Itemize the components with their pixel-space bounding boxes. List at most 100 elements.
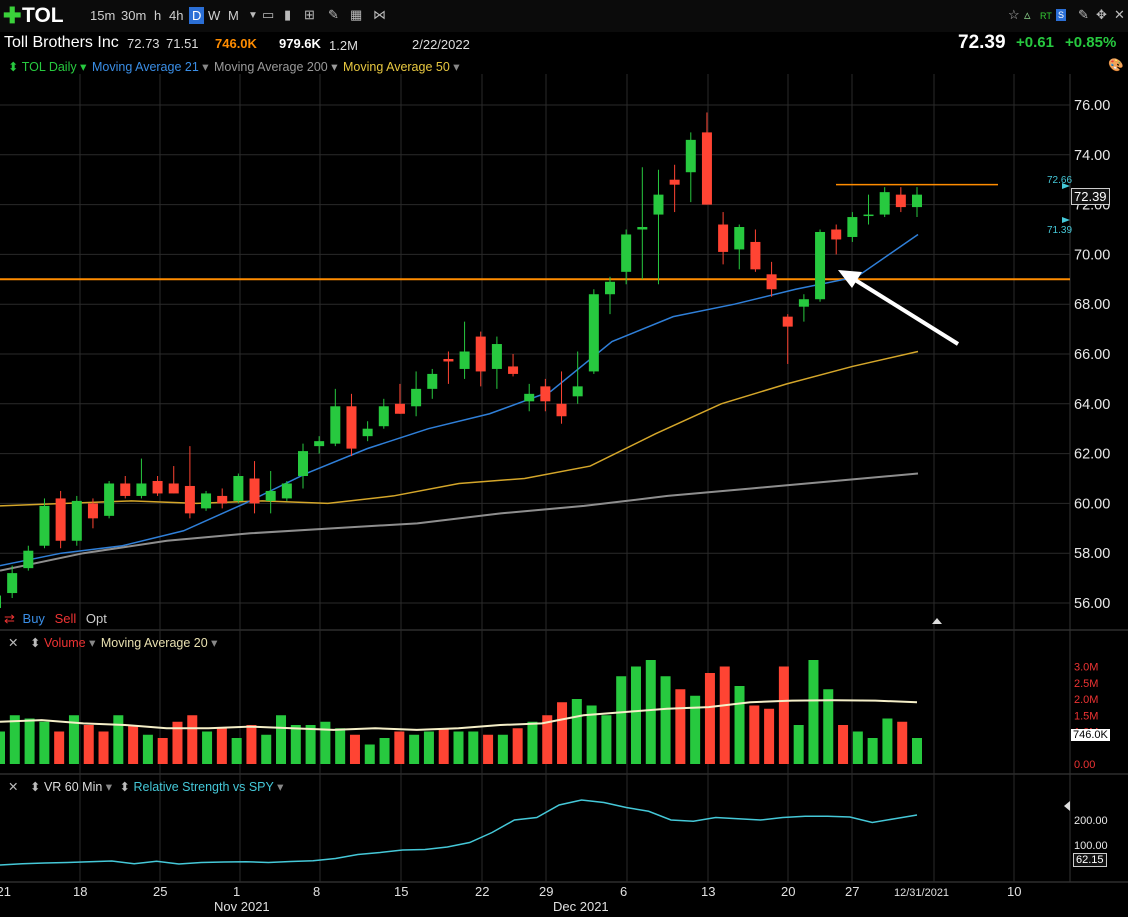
add-indicator-icon[interactable]: ⊞ [304,7,315,22]
settings-icon[interactable]: ✎ [1078,7,1089,22]
chevron-down-icon[interactable]: ▾ [105,780,113,794]
y-tick-label: 60.00 [1074,496,1110,512]
add-symbol-icon[interactable]: ✚ [3,3,22,28]
move-icon[interactable]: ✥ [1096,7,1107,22]
chevron-down-icon[interactable]: ▼ [248,10,258,21]
candle-body [847,217,858,237]
y-tick-label: 58.00 [1074,546,1110,562]
ma200-label[interactable]: Moving Average 200 ▾ [214,60,338,74]
chart-type-icon[interactable]: ▭ [262,7,275,22]
volume-bar [98,731,109,764]
volume-ma-label[interactable]: Moving Average 20 [100,636,208,650]
interval-15m[interactable]: 15m [90,8,116,23]
volume-bar [793,725,804,764]
alert-icon[interactable]: ▵ [1024,7,1031,22]
bar-chart-icon[interactable]: ▮ [284,7,292,22]
volume-bar [897,721,908,764]
ma50-label[interactable]: Moving Average 50 ▾ [343,60,460,74]
volume-bar [379,738,390,764]
volume-bar [423,731,434,764]
candle-body [895,194,906,208]
volume-bar [54,731,65,764]
symbol-label[interactable]: TOL [22,4,64,27]
toolbar: ✚ TOL 15m 30m h 4h D W M ▼ ▭ ▮ ⊞ ✎ ▦ ⋈ ☆… [0,0,1128,32]
star-icon[interactable]: ☆ [1008,7,1020,22]
low-marker [1062,217,1070,223]
grid-icon[interactable]: ▦ [350,7,363,22]
drag-handle-icon[interactable]: ⬍ [29,780,41,794]
volume-bar [468,731,479,764]
main-series-label[interactable]: ⬍ TOL Daily ▾ [8,60,87,74]
volume-bar [675,689,686,764]
ma50-line [0,350,919,507]
interval-30m[interactable]: 30m [121,8,147,23]
y-tick-label: 76.00 [1074,98,1110,114]
opt-button[interactable]: Opt [85,611,107,626]
trade-icon: ⇄ [4,611,15,626]
ma21-line [0,233,919,567]
interval-d[interactable]: D [189,7,205,24]
ma21-label[interactable]: Moving Average 21 ▾ [92,60,209,74]
volume-label[interactable]: Volume [43,636,86,650]
volume-bar [68,715,79,764]
x-tick-label: 15 [394,884,409,899]
volume-bar [823,689,834,764]
x-tick-label: 25 [153,884,168,899]
volume-bar [231,738,242,764]
candle-body [0,595,1,608]
chevron-down-icon[interactable]: ▾ [211,636,218,650]
volume-bar [9,715,20,764]
y-tick-label: 74.00 [1074,148,1110,164]
volume-bar [512,728,523,764]
low-marker-label: 71.39 [1047,225,1073,236]
s-icon[interactable]: S [1056,9,1067,21]
buy-button[interactable]: Buy [22,611,45,626]
x-tick-label: 20 [781,884,796,899]
y-tick-label: 56.00 [1074,596,1110,612]
candle-body [7,573,18,594]
x-tick-label: 10 [1007,884,1022,899]
volume-tick-label: 2.0M [1074,694,1098,706]
candle-body [265,490,276,501]
rs-label[interactable]: Relative Strength vs SPY [133,780,274,794]
drag-handle-icon[interactable]: ⬍ [29,636,41,650]
chevron-down-icon[interactable]: ▾ [89,636,96,650]
candle-body [653,194,664,215]
candle-body [798,299,809,307]
palette-icon[interactable]: 🎨 [1108,58,1124,72]
draw-icon[interactable]: ✎ [328,7,339,22]
candle-body [750,241,761,270]
candle-body [701,132,712,205]
annotation-arrow-head [838,270,862,288]
share-icon[interactable]: ⋈ [373,7,386,22]
y-tick-label: 64.00 [1074,397,1110,413]
volume-panel-header: ✕ ⬍ Volume ▾ Moving Average 20 ▾ [8,635,217,650]
interval-m[interactable]: M [228,8,239,23]
drag-handle-icon[interactable]: ⬍ [119,780,131,794]
interval-h[interactable]: h [154,8,162,23]
rs-marker [1064,801,1070,811]
interval-w[interactable]: W [208,8,221,23]
y-tick-label: 66.00 [1074,347,1110,363]
candle-body [217,495,228,504]
close-icon[interactable]: ✕ [1114,7,1125,22]
panel-close-icon[interactable]: ✕ [8,780,19,794]
candle-body [39,505,50,546]
volume-bar [557,702,568,764]
trade-buttons: ⇄ Buy Sell Opt [4,611,107,627]
high-marker [1062,183,1070,189]
vr-label[interactable]: VR 60 Min [43,780,103,794]
candle-body [621,234,632,272]
candle-body [766,274,777,290]
company-name: Toll Brothers Inc [4,34,119,51]
panel-close-icon[interactable]: ✕ [8,636,19,650]
volume-bar [157,738,168,764]
chevron-down-icon[interactable]: ▾ [277,780,284,794]
candle-body [669,179,680,185]
interval-4h[interactable]: 4h [169,8,184,23]
candle-body [394,403,405,414]
rs-last-marker: 62.15 [1073,853,1107,867]
rt-icon[interactable]: RT [1040,11,1052,21]
sell-button[interactable]: Sell [54,611,77,626]
